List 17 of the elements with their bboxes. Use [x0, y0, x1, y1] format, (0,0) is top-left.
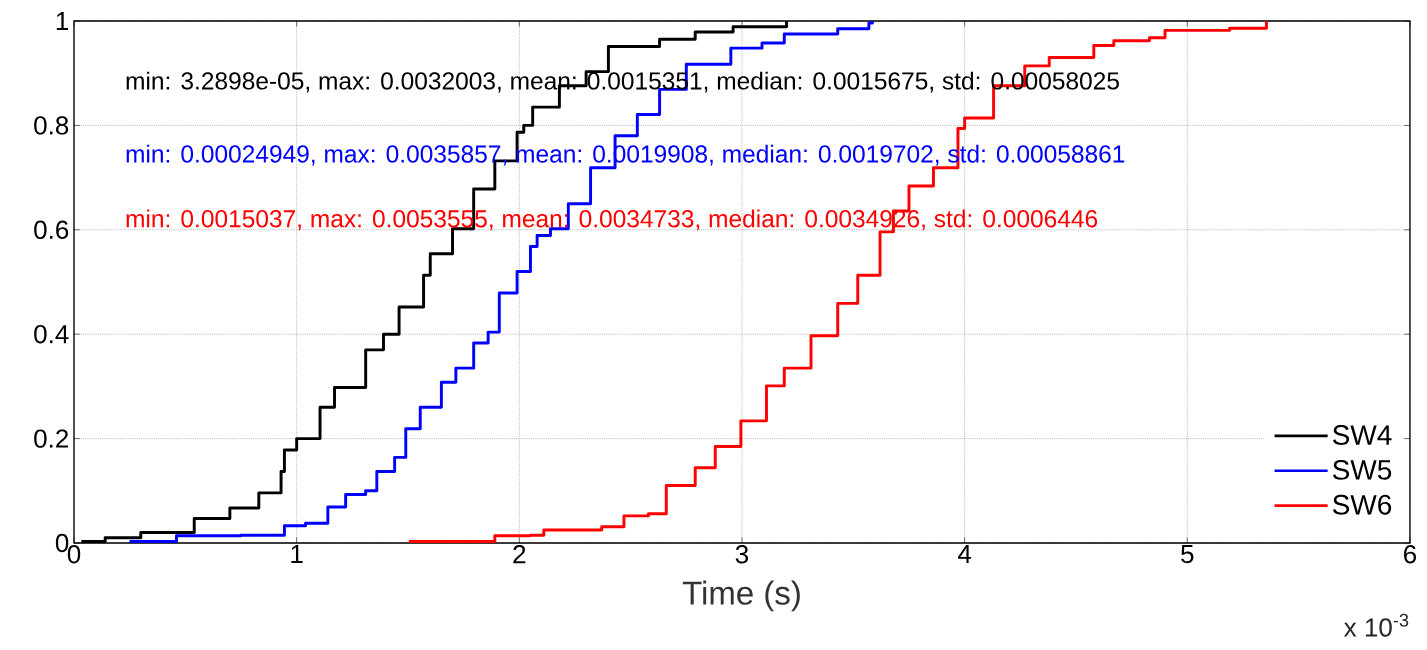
- x-tick-label: 5: [1181, 545, 1194, 564]
- legend-label: SW5: [1332, 459, 1392, 480]
- y-tick-label: 0.8: [34, 116, 69, 135]
- x-tick-label: 4: [958, 545, 972, 563]
- y-tick-label: 1: [56, 12, 69, 30]
- y-tick-label: 0.4: [34, 325, 69, 344]
- x-tick-label: 1: [291, 545, 303, 563]
- y-tick-label: 0.6: [34, 220, 69, 239]
- legend-label: SW4: [1332, 425, 1392, 445]
- x-tick-label: 6: [1404, 545, 1417, 564]
- x-tick-label: 2: [513, 545, 526, 564]
- y-tick-label: 0.2: [34, 429, 68, 448]
- x-tick-label: 0: [67, 545, 81, 564]
- x-axis-title: Time (s): [682, 580, 800, 612]
- legend-label: SW6: [1332, 494, 1392, 515]
- x-tick-label: 3: [735, 545, 749, 564]
- text: x 10$^{-3}$: [1343, 613, 1409, 637]
